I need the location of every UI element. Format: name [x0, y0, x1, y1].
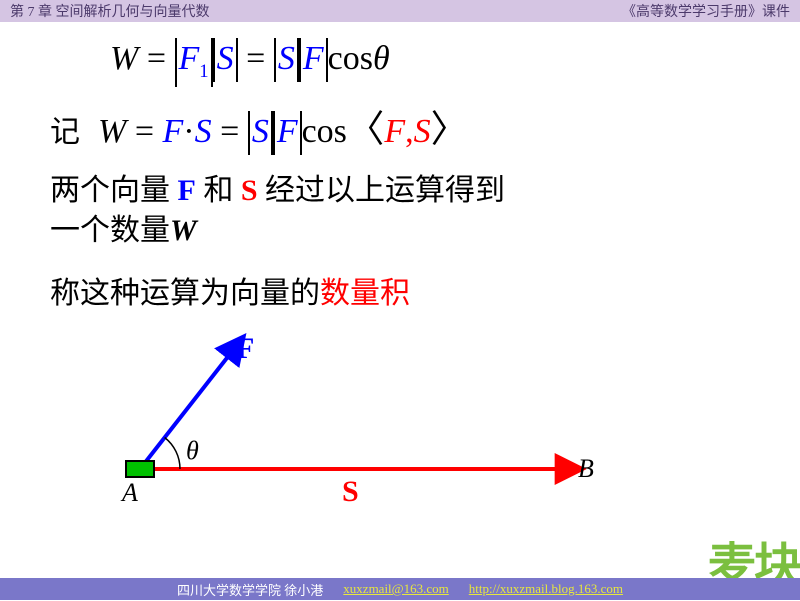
equation-1: W = F1S = SFcosθ — [110, 40, 750, 83]
footer-bar: 四川大学数学学院 徐小港 xuxzmail@163.com http://xux… — [0, 578, 800, 600]
angle-arc — [165, 438, 180, 470]
equation-2-row: 记 W = F·S = SFcos〈F,S〉 — [50, 99, 750, 153]
label-f: F — [236, 332, 254, 365]
label-b: B — [578, 454, 594, 483]
footer-org: 四川大学数学学院 徐小港 — [177, 580, 323, 599]
origin-box — [126, 461, 154, 477]
label-a: A — [120, 478, 138, 504]
footer-link[interactable]: http://xuxzmail.blog.163.com — [469, 581, 623, 597]
label-ji: 记 — [50, 107, 80, 151]
vector-diagram: F S A B θ — [60, 324, 620, 504]
footer-email[interactable]: xuxzmail@163.com — [343, 581, 448, 597]
header-bar: 第 7 章 空间解析几何与向量代数 《高等数学学习手册》课件 — [0, 0, 800, 22]
label-theta: θ — [186, 436, 199, 465]
label-s: S — [342, 475, 359, 504]
slide-content: W = F1S = SFcosθ 记 W = F·S = SFcos〈F,S〉 … — [0, 22, 800, 504]
equation-2: W = F·S = SFcos〈F,S〉 — [98, 99, 468, 153]
book-title: 《高等数学学习手册》课件 — [622, 1, 790, 21]
paragraph-2: 称这种运算为向量的数量积 — [50, 274, 750, 315]
chapter-title: 第 7 章 空间解析几何与向量代数 — [10, 1, 210, 21]
diagram-svg: F S A B θ — [60, 324, 620, 504]
paragraph-1: 两个向量 F 和 S 经过以上运算得到 一个数量W — [50, 171, 750, 252]
f-vector — [140, 354, 230, 469]
